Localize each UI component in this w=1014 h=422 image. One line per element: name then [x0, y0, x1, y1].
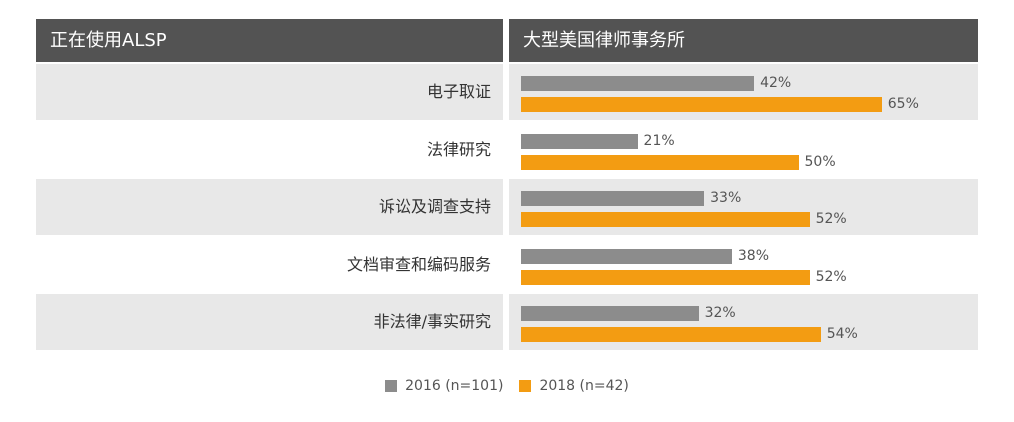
plot-area: 42% 65% [509, 64, 978, 120]
bar-2018 [521, 154, 799, 170]
legend-swatch [385, 380, 398, 392]
bar-2018 [521, 269, 810, 285]
plot-area: 32% 54% [509, 294, 978, 350]
category-label: 法律研究 [426, 139, 491, 159]
category-label: 电子取证 [36, 64, 503, 120]
category-label: 非法律/事实研究 [36, 294, 503, 350]
legend-item: 2018 (n=42) [519, 378, 629, 394]
data-label: 65% [887, 96, 919, 112]
bar-2016 [521, 306, 699, 321]
plot-area: 38% 52% [509, 237, 978, 293]
legend-label: 2018 (n=42) [539, 378, 629, 394]
column-header-right: 大型美国律师事务所 [509, 19, 978, 62]
chart-row: 诉讼及调查支持 33% 52% [36, 179, 978, 235]
data-label: 33% [710, 190, 742, 206]
chart-row: 电子取证 42% 65% [36, 64, 978, 120]
bar-2018 [521, 97, 882, 112]
legend-label: 2016 (n=101) [405, 378, 504, 394]
bar-2016 [521, 191, 705, 206]
plot-area: 33% 52% [509, 179, 978, 235]
plot-area: 21% 50% [509, 122, 978, 178]
bar-2018 [521, 212, 810, 227]
bar-2018 [521, 327, 821, 342]
data-label: 52% [815, 211, 847, 227]
category-label: 诉讼及调查支持 [36, 179, 503, 235]
data-label: 42% [760, 75, 792, 91]
data-label: 32% [704, 305, 736, 321]
data-label: 52% [815, 268, 847, 285]
data-label: 50% [804, 153, 836, 170]
legend-swatch [519, 380, 532, 392]
chart-row: 非法律/事实研究 32% 54% [36, 294, 978, 350]
chart-row: 法律研究 21% 50% [36, 122, 978, 178]
bar-2016 [521, 133, 638, 149]
data-label: 38% [737, 247, 770, 264]
column-header-left: 正在使用ALSP [36, 19, 503, 62]
category-label: 文档审查和编码服务 [346, 254, 491, 274]
bar-2016 [521, 248, 732, 264]
bar-2016 [521, 76, 755, 91]
data-label: 21% [643, 132, 675, 149]
chart-legend: 2016 (n=101) 2018 (n=42) [0, 378, 1014, 396]
data-label: 54% [826, 326, 858, 342]
legend-item: 2016 (n=101) [385, 378, 503, 394]
chart-row: 文档审查和编码服务 38% 52% [36, 237, 978, 293]
